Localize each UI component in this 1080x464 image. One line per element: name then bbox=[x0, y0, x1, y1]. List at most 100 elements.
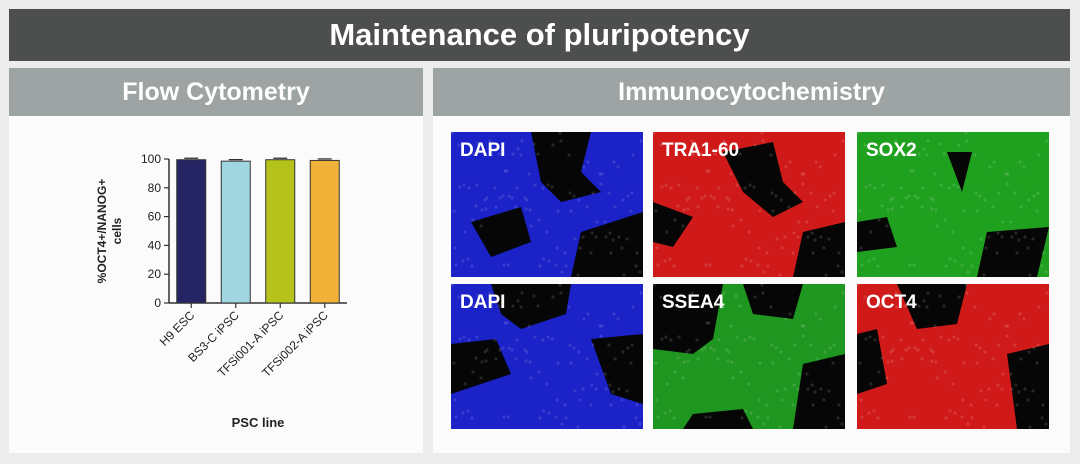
speckle bbox=[607, 191, 611, 195]
speckle bbox=[463, 382, 467, 386]
speckle bbox=[594, 235, 598, 239]
speckle bbox=[975, 361, 979, 365]
speckle bbox=[620, 246, 624, 250]
speckle bbox=[485, 196, 489, 200]
speckle bbox=[899, 186, 903, 190]
speckle bbox=[738, 152, 742, 156]
speckle bbox=[988, 317, 992, 321]
dark-region bbox=[947, 152, 972, 192]
speckle bbox=[801, 182, 805, 186]
speckle bbox=[731, 376, 735, 380]
speckle bbox=[678, 294, 682, 298]
speckle bbox=[898, 299, 902, 303]
speckle bbox=[1022, 165, 1026, 169]
speckle bbox=[864, 185, 868, 189]
dark-region bbox=[531, 132, 601, 202]
speckle bbox=[501, 346, 505, 350]
speckle bbox=[488, 139, 492, 143]
speckle bbox=[480, 208, 484, 212]
speckle bbox=[672, 264, 676, 268]
speckle bbox=[554, 415, 558, 419]
speckle bbox=[687, 348, 691, 352]
speckle bbox=[713, 304, 717, 308]
speckle bbox=[523, 348, 527, 352]
stain-image-pattern bbox=[653, 284, 845, 429]
dark-region bbox=[653, 202, 693, 247]
speckle bbox=[960, 415, 964, 419]
speckle bbox=[806, 235, 810, 239]
speckle bbox=[962, 209, 966, 213]
speckle bbox=[898, 147, 902, 151]
speckle bbox=[920, 357, 924, 361]
speckle bbox=[886, 360, 890, 364]
speckle bbox=[451, 132, 454, 135]
speckle bbox=[656, 263, 660, 267]
speckle bbox=[859, 398, 863, 402]
speckle bbox=[1041, 251, 1045, 255]
speckle bbox=[988, 165, 992, 169]
speckle bbox=[857, 132, 860, 135]
speckle bbox=[691, 153, 695, 157]
speckle bbox=[907, 194, 911, 198]
stain-label: DAPI bbox=[460, 140, 506, 161]
speckle bbox=[505, 169, 509, 173]
speckle bbox=[819, 235, 823, 239]
speckle bbox=[663, 259, 667, 263]
speckle bbox=[673, 218, 677, 222]
speckle bbox=[639, 291, 643, 295]
speckle bbox=[869, 382, 873, 386]
speckle bbox=[682, 360, 686, 364]
speckle bbox=[966, 422, 970, 426]
speckle bbox=[867, 411, 871, 415]
speckle bbox=[797, 372, 801, 376]
speckle bbox=[935, 376, 939, 380]
dark-region bbox=[897, 284, 967, 329]
speckle bbox=[567, 305, 571, 309]
speckle bbox=[756, 263, 760, 267]
speckle bbox=[1010, 387, 1014, 391]
speckle bbox=[613, 205, 617, 209]
speckle bbox=[1035, 361, 1039, 365]
speckle bbox=[757, 398, 761, 402]
speckle bbox=[525, 198, 529, 202]
speckle bbox=[780, 246, 784, 250]
speckle bbox=[694, 147, 698, 151]
speckle bbox=[467, 338, 471, 342]
speckle bbox=[765, 251, 769, 255]
speckle bbox=[476, 294, 480, 298]
speckle bbox=[987, 235, 991, 239]
speckle bbox=[961, 398, 965, 402]
speckle bbox=[1005, 334, 1009, 338]
speckle bbox=[634, 416, 638, 420]
speckle bbox=[931, 198, 935, 202]
speckle bbox=[721, 153, 725, 157]
speckle bbox=[974, 343, 978, 347]
speckle bbox=[747, 382, 751, 386]
speckle bbox=[779, 350, 783, 354]
speckle bbox=[700, 348, 704, 352]
speckle bbox=[1027, 350, 1031, 354]
speckle bbox=[453, 398, 457, 402]
speckle bbox=[510, 196, 514, 200]
speckle bbox=[758, 361, 762, 365]
speckle bbox=[930, 207, 934, 211]
speckle bbox=[664, 335, 668, 339]
speckle bbox=[654, 209, 658, 213]
speckle bbox=[792, 231, 796, 235]
speckle bbox=[1037, 305, 1041, 309]
speckle bbox=[952, 335, 956, 339]
speckle bbox=[739, 218, 743, 222]
speckle bbox=[827, 237, 831, 241]
speckle bbox=[653, 132, 656, 135]
speckle bbox=[616, 165, 620, 169]
speckle bbox=[678, 142, 682, 146]
speckle bbox=[676, 356, 680, 360]
speckle bbox=[775, 237, 779, 241]
speckle bbox=[685, 198, 689, 202]
speckle bbox=[978, 346, 982, 350]
speckle bbox=[452, 209, 456, 213]
speckle bbox=[514, 205, 518, 209]
speckle bbox=[559, 291, 563, 295]
speckle bbox=[467, 186, 471, 190]
speckle bbox=[869, 230, 873, 234]
